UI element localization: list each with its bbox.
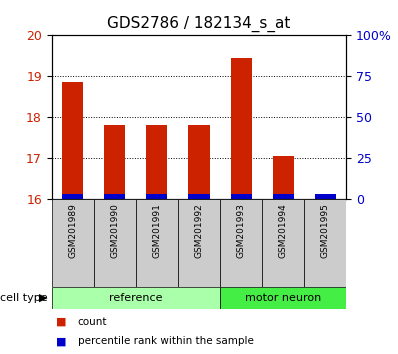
Bar (262, 199, 304, 287)
Text: motor neuron: motor neuron (245, 293, 321, 303)
Text: GSM201990: GSM201990 (110, 204, 119, 258)
Bar (315, 194, 336, 199)
Text: GSM201991: GSM201991 (152, 204, 162, 258)
Bar (220, 287, 346, 309)
Text: ■: ■ (56, 316, 66, 327)
Text: cell type: cell type (0, 293, 48, 303)
Bar (178, 199, 220, 287)
Bar (136, 199, 178, 287)
Bar (273, 194, 294, 199)
Title: GDS2786 / 182134_s_at: GDS2786 / 182134_s_at (107, 16, 291, 32)
Bar (220, 199, 262, 287)
Text: ■: ■ (56, 336, 66, 347)
Text: GSM201992: GSM201992 (195, 204, 203, 258)
Bar (62, 82, 83, 199)
Bar (230, 194, 252, 199)
Text: GSM201989: GSM201989 (68, 204, 77, 258)
Bar (62, 194, 83, 199)
Bar (304, 199, 346, 287)
Text: GSM201995: GSM201995 (321, 204, 330, 258)
Text: percentile rank within the sample: percentile rank within the sample (78, 336, 254, 347)
Bar (104, 194, 125, 199)
Bar (189, 125, 209, 199)
Bar (273, 156, 294, 199)
Text: ▶: ▶ (39, 293, 48, 303)
Text: count: count (78, 316, 107, 327)
Bar (52, 199, 94, 287)
Bar (146, 194, 168, 199)
Text: GSM201993: GSM201993 (236, 204, 246, 258)
Bar (94, 199, 136, 287)
Bar (189, 194, 209, 199)
Bar (230, 58, 252, 199)
Bar (104, 125, 125, 199)
Text: GSM201994: GSM201994 (279, 204, 288, 258)
Bar (52, 287, 220, 309)
Bar (146, 125, 168, 199)
Text: reference: reference (109, 293, 163, 303)
